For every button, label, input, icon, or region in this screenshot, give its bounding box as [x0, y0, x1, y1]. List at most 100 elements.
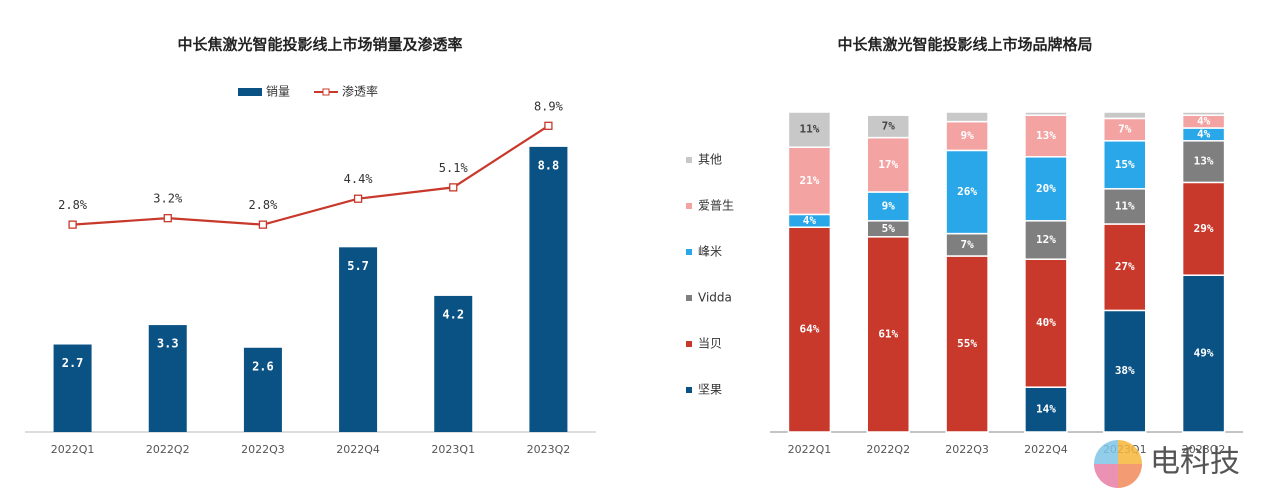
point — [163, 214, 172, 223]
x-tick-label: 2023Q1 — [431, 443, 475, 456]
x-tick-label: 2023Q2 — [1182, 443, 1226, 456]
value-label: 4% — [1197, 127, 1211, 140]
value-label: 4.4% — [344, 172, 374, 186]
legend-swatch — [686, 249, 692, 255]
bar — [243, 347, 282, 432]
value-label: 15% — [1115, 158, 1135, 171]
bar-segment — [1181, 111, 1226, 116]
point — [258, 220, 268, 229]
value-label: 38% — [1115, 364, 1135, 377]
bar-segment — [866, 136, 910, 193]
legend-label: 坚果 — [698, 383, 722, 397]
legend-label: 当贝 — [698, 337, 722, 351]
value-label: 2.7 — [62, 356, 84, 370]
value-label: 8.9% — [534, 99, 564, 113]
x-tick-label: 2022Q3 — [945, 443, 989, 456]
x-tick-label: 2023Q2 — [527, 443, 571, 456]
logo — [1094, 440, 1142, 488]
legend-swatch — [686, 295, 692, 301]
point — [353, 194, 363, 203]
bar-segment — [1181, 274, 1226, 433]
bar — [529, 146, 568, 432]
value-label: 14% — [1036, 403, 1056, 416]
value-label: 9% — [960, 129, 974, 142]
bar-segment — [1024, 258, 1068, 388]
bar-segment — [945, 111, 989, 123]
value-label: 64% — [799, 323, 819, 336]
bar-segment — [1181, 140, 1226, 184]
x-tick-label: 2022Q1 — [51, 443, 95, 456]
legend-label: 峰米 — [698, 245, 722, 259]
legend-swatch — [686, 387, 692, 393]
legend-swatch — [238, 88, 262, 96]
value-label: 5.7 — [347, 259, 369, 273]
value-label: 11% — [1115, 199, 1135, 212]
bar-segment — [1103, 309, 1147, 433]
x-tick-label: 2022Q1 — [788, 443, 832, 456]
value-label: 40% — [1036, 316, 1056, 329]
bar — [148, 325, 187, 432]
legend-label: 其他 — [698, 153, 722, 167]
value-label: 5.1% — [439, 161, 469, 175]
value-label: 4.2 — [442, 307, 464, 321]
value-label: 12% — [1036, 233, 1056, 246]
x-tick-label: 2022Q2 — [866, 443, 910, 456]
value-label: 7% — [960, 238, 974, 251]
value-label: 27% — [1115, 260, 1135, 273]
legend-label: Vidda — [698, 291, 732, 305]
line — [72, 124, 550, 226]
value-label: 13% — [1194, 155, 1214, 168]
value-label: 2.6 — [252, 359, 274, 373]
watermark: 电科技 — [1150, 445, 1240, 480]
bar-segment — [1103, 223, 1147, 312]
x-tick-label: 2022Q3 — [241, 443, 285, 456]
value-label: 4% — [1197, 115, 1211, 128]
value-label: 26% — [957, 185, 977, 198]
value-label: 8.8 — [538, 158, 560, 172]
point — [449, 183, 458, 192]
bar-segment — [1024, 386, 1068, 433]
value-label: 55% — [957, 337, 977, 350]
chart-title: 中长焦激光智能投影线上市场销量及渗透率 — [177, 36, 462, 54]
legend-swatch — [686, 203, 692, 209]
bar-segment — [1103, 111, 1147, 120]
value-label: 21% — [799, 174, 819, 187]
value-label: 2.8% — [248, 198, 278, 212]
chart-title: 中长焦激光智能投影线上市场品牌格局 — [837, 36, 1092, 54]
value-label: 7% — [1118, 123, 1132, 136]
bar-segment — [1024, 220, 1068, 260]
value-label: 5% — [882, 222, 896, 235]
legend-label: 销量 — [266, 85, 290, 99]
bar-segment — [1024, 114, 1068, 158]
legend-swatch — [686, 341, 692, 347]
bar — [339, 247, 378, 432]
bar-segment — [866, 236, 910, 433]
legend-label: 爱普生 — [698, 199, 734, 213]
value-label: 20% — [1036, 182, 1056, 195]
bar-segment — [1181, 181, 1226, 276]
value-label: 4% — [803, 214, 817, 227]
value-label: 61% — [878, 327, 898, 340]
value-label: 13% — [1036, 129, 1056, 142]
bar-segment — [866, 114, 910, 139]
x-tick-label: 2022Q4 — [1024, 443, 1068, 456]
value-label: 29% — [1194, 222, 1214, 235]
legend-swatch — [686, 157, 692, 163]
value-label: 49% — [1194, 347, 1214, 360]
legend-marker — [322, 88, 330, 96]
value-label: 2.8% — [58, 198, 88, 212]
bar-segment — [945, 255, 989, 433]
bar — [434, 295, 473, 432]
point — [68, 220, 77, 229]
value-label: 3.3 — [157, 337, 179, 351]
bar-segment — [866, 191, 910, 222]
value-label: 3.2% — [153, 192, 183, 206]
bar — [53, 344, 92, 432]
legend-label: 渗透率 — [342, 84, 378, 99]
bar-segment — [1024, 111, 1068, 116]
value-label: 11% — [799, 123, 819, 136]
x-tick-label: 2022Q4 — [336, 443, 380, 456]
bar-segment — [787, 111, 832, 148]
value-label: 17% — [878, 158, 898, 171]
